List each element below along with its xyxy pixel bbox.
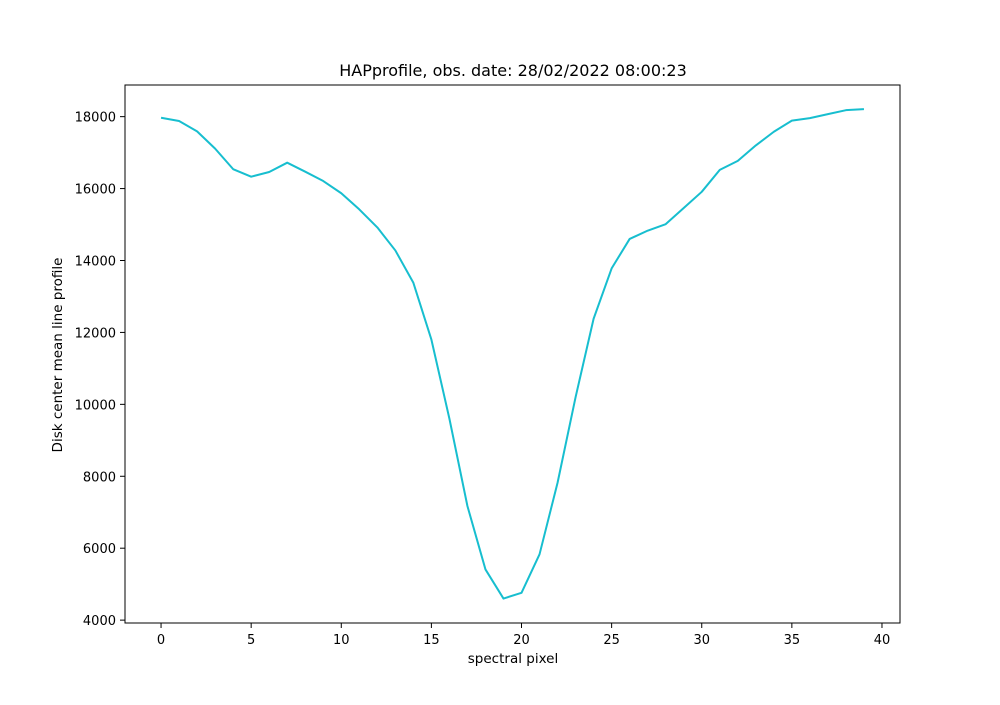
x-tick-label: 5: [247, 633, 255, 648]
x-tick-label: 35: [784, 633, 801, 648]
x-axis-label: spectral pixel: [468, 651, 558, 667]
chart-title: HAPprofile, obs. date: 28/02/2022 08:00:…: [339, 61, 687, 80]
y-tick-label: 6000: [83, 542, 116, 557]
x-tick-label: 40: [874, 633, 891, 648]
series-line-0: [160, 108, 865, 600]
x-tick-label: 15: [423, 633, 440, 648]
y-tick-label: 12000: [75, 326, 116, 341]
axes-frame: [124, 84, 901, 624]
x-tick-label: 30: [693, 633, 710, 648]
y-tick-label: 16000: [75, 183, 116, 198]
y-tick-label: 8000: [83, 470, 116, 485]
x-tick-label: 25: [603, 633, 620, 648]
x-tick-label: 10: [333, 633, 350, 648]
x-tick-label: 0: [157, 633, 165, 648]
y-tick-label: 18000: [75, 111, 116, 126]
plot-area: 0 5 10 15 20 25 30 35 40 4000 6000 8000 10000 12000 14…: [75, 84, 901, 648]
y-axis-label: Disk center mean line profile: [50, 258, 66, 453]
y-tick-label: 4000: [83, 614, 116, 629]
x-tick-label: 20: [513, 633, 530, 648]
y-tick-label: 14000: [75, 254, 116, 269]
y-tick-label: 10000: [75, 398, 116, 413]
